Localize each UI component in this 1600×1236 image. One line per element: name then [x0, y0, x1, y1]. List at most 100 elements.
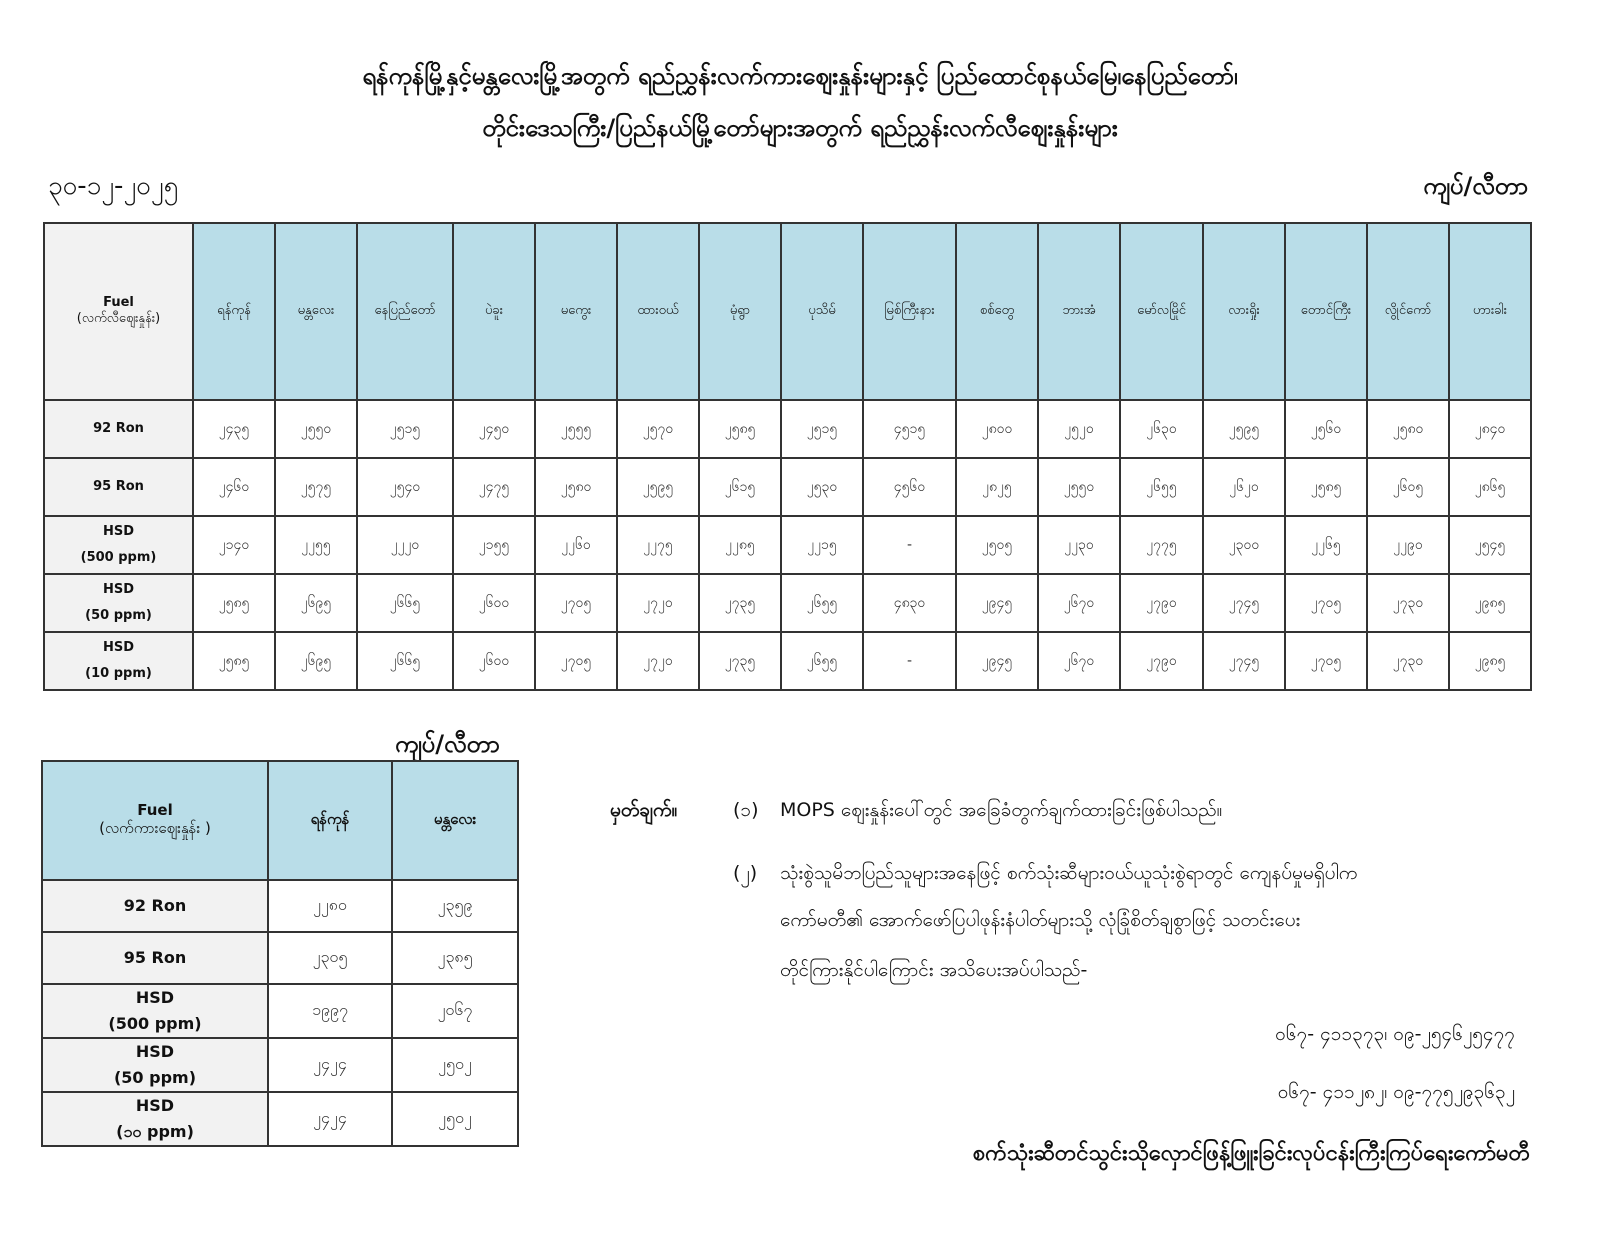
unit-label: ကျပ်/လီတာ: [1423, 172, 1528, 200]
price-cell: ၂၃၀၅: [267, 931, 393, 985]
city-header: မော်လမြိုင်: [1119, 222, 1204, 401]
price-cell: ၂၁၅၅: [452, 515, 536, 575]
price-cell: ၂၄၇၅: [452, 457, 536, 517]
fuel-type-cell: HSD (50 ppm): [43, 573, 194, 633]
price-cell: ၂၀၆၇: [391, 983, 519, 1039]
city-header: ပုသိမ်: [780, 222, 864, 401]
price-cell: ၂၅၉၅: [1202, 399, 1286, 459]
price-cell: ၂၅၀၂: [391, 1091, 519, 1147]
price-cell: ၂၃၀၀: [1202, 515, 1286, 575]
fuel-type: 95 Ron: [93, 479, 144, 494]
price-cell: ၂၂၃၀: [1037, 515, 1121, 575]
price-cell: -: [862, 631, 957, 691]
price-cell: ၂၅၇၀: [616, 399, 700, 459]
fuel-type-cell: HSD (၁၀ ppm): [41, 1091, 269, 1147]
wholesale-price-table: Fuel (လက်ကားဈေးနှုန်း ) ရန်ကုန် မန္တလေး 92…: [41, 760, 519, 1147]
fuel-grade: (10 ppm): [85, 666, 152, 681]
price-cell: ၂၇၄၅: [1202, 573, 1286, 633]
price-cell: ၂၅၀၂: [391, 1037, 519, 1093]
price-cell: ၂၆၀၅: [1366, 457, 1450, 517]
fuel-type: 92 Ron: [123, 896, 187, 915]
price-cell: ၄၅၆၀: [862, 457, 957, 517]
city-header: မကွေး: [534, 222, 618, 401]
fuel-header-label: Fuel: [103, 294, 134, 310]
price-cell: -: [862, 515, 957, 575]
fuel-grade: (500 ppm): [80, 550, 157, 565]
price-cell: ၂၄၃၅: [192, 399, 276, 459]
price-cell: ၂၆၀၀: [452, 631, 536, 691]
price-cell: ၂၆၉၅: [274, 631, 358, 691]
city-header: ရန်ကုန်: [192, 222, 276, 401]
price-cell: ၂၉၄၅: [955, 573, 1039, 633]
fuel-grade: (50 ppm): [113, 1068, 197, 1087]
price-cell: ၂၅၃၀: [780, 457, 864, 517]
fuel-type-cell: HSD (500 ppm): [41, 983, 269, 1039]
city-header: ပဲခူး: [452, 222, 536, 401]
note-2-number: (၂): [733, 862, 758, 884]
phone-numbers-2: ၀၆၇- ၄၁၁၂၈၂၊ ၀၉-၇၇၅၂၉၃၆၃၂: [1277, 1081, 1515, 1103]
fuel-type-cell: HSD (50 ppm): [41, 1037, 269, 1093]
price-cell: ၂၅၀၅: [955, 515, 1039, 575]
fuel-type: HSD: [135, 1042, 175, 1061]
price-cell: ၂၇၃၅: [698, 631, 782, 691]
fuel-type-cell: 92 Ron: [43, 399, 194, 459]
price-cell: ၂၇၀၅: [534, 631, 618, 691]
price-cell: ၁၉၉၇: [267, 983, 393, 1039]
price-cell: ၂၄၅၀: [452, 399, 536, 459]
fuel-type: 95 Ron: [123, 948, 187, 967]
price-cell: ၂၂၅၅: [274, 515, 358, 575]
city-header: ဘားအံ: [1037, 222, 1121, 401]
price-cell: ၂၇၃၅: [698, 573, 782, 633]
fuel-grade: (50 ppm): [85, 608, 152, 623]
retail-price-table: Fuel (လက်လီဈေးနှုန်း) ရန်ကုန် မန္တလေး နေပြည…: [43, 222, 1532, 691]
table-row: 92 Ron ၂၄၃၅ ၂၅၅၀ ၂၅၁၅ ၂၄၅၀ ၂၅၅၅ ၂၅၇၀ ၂၅၈၅ ၂၅၁၅ ၄၅…: [43, 399, 1532, 459]
price-cell: ၂၁၄၀: [192, 515, 276, 575]
city-header: စစ်တွေ: [955, 222, 1039, 401]
price-cell: ၂၂၇၅: [616, 515, 700, 575]
price-cell: ၂၇၇၅: [1119, 515, 1204, 575]
fuel-subheader: (လက်လီဈေးနှုန်း): [76, 310, 161, 326]
title-line-1: ရန်ကုန်မြို့နှင့်မန္တလေးမြို့အတွက် ရည်ညွ…: [362, 62, 1238, 90]
price-cell: ၂၇၀၅: [534, 573, 618, 633]
table-row: HSD (50 ppm) ၂၄၂၄ ၂၅၀၂: [41, 1037, 519, 1093]
price-cell: ၂၆၇၀: [1037, 631, 1121, 691]
table-row: HSD (500 ppm) ၂၁၄၀ ၂၂၅၅ ၂၂၂၀ ၂၁၅၅ ၂၂၆၀ ၂၂၇၅ ၂၂၈၅…: [43, 515, 1532, 575]
price-cell: ၂၈၀၀: [955, 399, 1039, 459]
price-cell: ၂၈၂၅: [955, 457, 1039, 517]
fuel-type-cell: 95 Ron: [43, 457, 194, 517]
price-cell: ၂၉၈၅: [1448, 573, 1532, 633]
price-cell: ၂၆၅၅: [780, 631, 864, 691]
notes-label: မှတ်ချက်။: [610, 799, 678, 821]
city-header: ထားဝယ်: [616, 222, 700, 401]
fuel-type: HSD: [135, 988, 175, 1007]
price-cell: ၂၇၃၀: [1366, 573, 1450, 633]
price-cell: ၂၂၆၀: [534, 515, 618, 575]
price-cell: ၂၈၆၅: [1448, 457, 1532, 517]
city-header: တောင်ကြီး: [1284, 222, 1368, 401]
price-cell: ၂၂၁၅: [780, 515, 864, 575]
fuel-grade: (၁၀ ppm): [116, 1122, 194, 1141]
fuel-type-cell: 92 Ron: [41, 879, 269, 933]
price-cell: ၂၆၂၀: [1202, 457, 1286, 517]
price-cell: ၂၇၉၀: [1119, 631, 1204, 691]
fuel-type-cell: HSD (10 ppm): [43, 631, 194, 691]
price-cell: ၂၆၆၅: [356, 631, 454, 691]
city-header: လွိုင်ကော်: [1366, 222, 1450, 401]
price-cell: ၂၆၇၀: [1037, 573, 1121, 633]
price-cell: ၂၈၄၀: [1448, 399, 1532, 459]
wholesale-unit-label: ကျပ်/လီတာ: [395, 730, 500, 758]
price-cell: ၂၃၅၉: [391, 879, 519, 933]
note-2-line-3: တိုင်ကြားနိုင်ပါကြောင်း အသိပေးအပ်ပါသည်-: [780, 959, 1088, 981]
city-header: လားရှိုး: [1202, 222, 1286, 401]
price-cell: ၂၅၂၀: [1037, 399, 1121, 459]
price-cell: ၂၇၀၅: [1284, 573, 1368, 633]
price-cell: ၂၅၆၀: [1284, 399, 1368, 459]
price-cell: ၂၅၉၅: [616, 457, 700, 517]
price-cell: ၂၆၀၀: [452, 573, 536, 633]
price-cell: ၄၈၃၀: [862, 573, 957, 633]
price-cell: ၂၅၁၅: [356, 399, 454, 459]
price-cell: ၂၆၅၅: [780, 573, 864, 633]
note-1-number: (၁): [733, 799, 759, 821]
table-row: HSD (50 ppm) ၂၅၈၅ ၂၆၉၅ ၂၆၆၅ ၂၆၀၀ ၂၇၀၅ ၂၇၂၀ ၂၇၃၅၂…: [43, 573, 1532, 633]
price-cell: ၂၅၁၅: [780, 399, 864, 459]
